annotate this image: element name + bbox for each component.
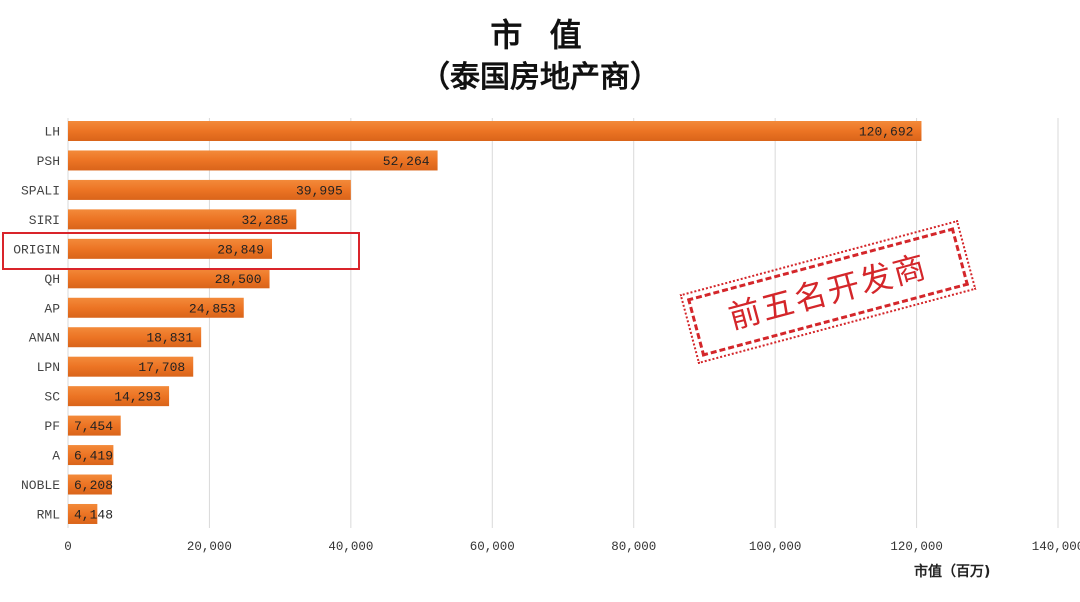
bar-qh	[68, 268, 270, 289]
x-tick-label: 40,000	[328, 540, 373, 554]
bar-sc	[68, 386, 170, 407]
value-label: 6,208	[74, 478, 113, 493]
x-tick-label: 100,000	[749, 540, 802, 554]
category-label: QH	[44, 272, 60, 287]
bar-anan	[68, 327, 202, 348]
category-label: PF	[44, 419, 60, 434]
chart-title: 市 值	[490, 16, 590, 54]
x-tick-label: 120,000	[890, 540, 943, 554]
x-tick-label: 60,000	[470, 540, 515, 554]
bar-pf	[68, 415, 121, 436]
bar-rml	[68, 503, 98, 524]
value-label: 6,419	[74, 449, 113, 464]
value-label: 28,849	[217, 242, 264, 257]
category-label: NOBLE	[21, 478, 60, 493]
bar-siri	[68, 209, 297, 230]
value-label: 14,293	[114, 390, 161, 405]
value-label: 4,148	[74, 507, 113, 522]
bar-noble	[68, 474, 112, 495]
x-tick-label: 20,000	[187, 540, 232, 554]
bar-spali	[68, 179, 351, 200]
category-label: RML	[37, 507, 60, 522]
value-label: 39,995	[296, 183, 343, 198]
category-label: LPN	[37, 360, 60, 375]
value-label: 32,285	[241, 213, 288, 228]
category-label: AP	[44, 301, 60, 316]
category-label: SC	[44, 390, 60, 405]
value-label: 17,708	[138, 360, 185, 375]
bar-ap	[68, 297, 244, 318]
value-label: 18,831	[146, 331, 193, 346]
highlight-box	[2, 232, 360, 270]
value-label: 7,454	[74, 419, 113, 434]
x-tick-label: 140,000	[1032, 540, 1080, 554]
x-axis-title: 市值（百万)	[914, 564, 991, 580]
chart-subtitle: （泰国房地产商）	[420, 60, 660, 95]
category-label: SIRI	[29, 213, 60, 228]
category-label: ORIGIN	[13, 242, 60, 257]
category-label: A	[52, 449, 60, 464]
bar-lpn	[68, 356, 194, 377]
category-label: LH	[44, 125, 60, 140]
category-label: SPALI	[21, 183, 60, 198]
value-label: 24,853	[189, 301, 236, 316]
bar-lh	[68, 121, 922, 141]
value-label: 120,692	[859, 125, 914, 140]
bar-psh	[68, 150, 438, 171]
bar-origin	[68, 238, 273, 259]
value-label: 52,264	[383, 154, 430, 169]
category-label: PSH	[37, 154, 60, 169]
bar-a	[68, 445, 114, 466]
value-label: 28,500	[215, 272, 262, 287]
x-tick-label: 0	[64, 540, 72, 554]
x-tick-label: 80,000	[611, 540, 656, 554]
category-label: ANAN	[29, 331, 60, 346]
